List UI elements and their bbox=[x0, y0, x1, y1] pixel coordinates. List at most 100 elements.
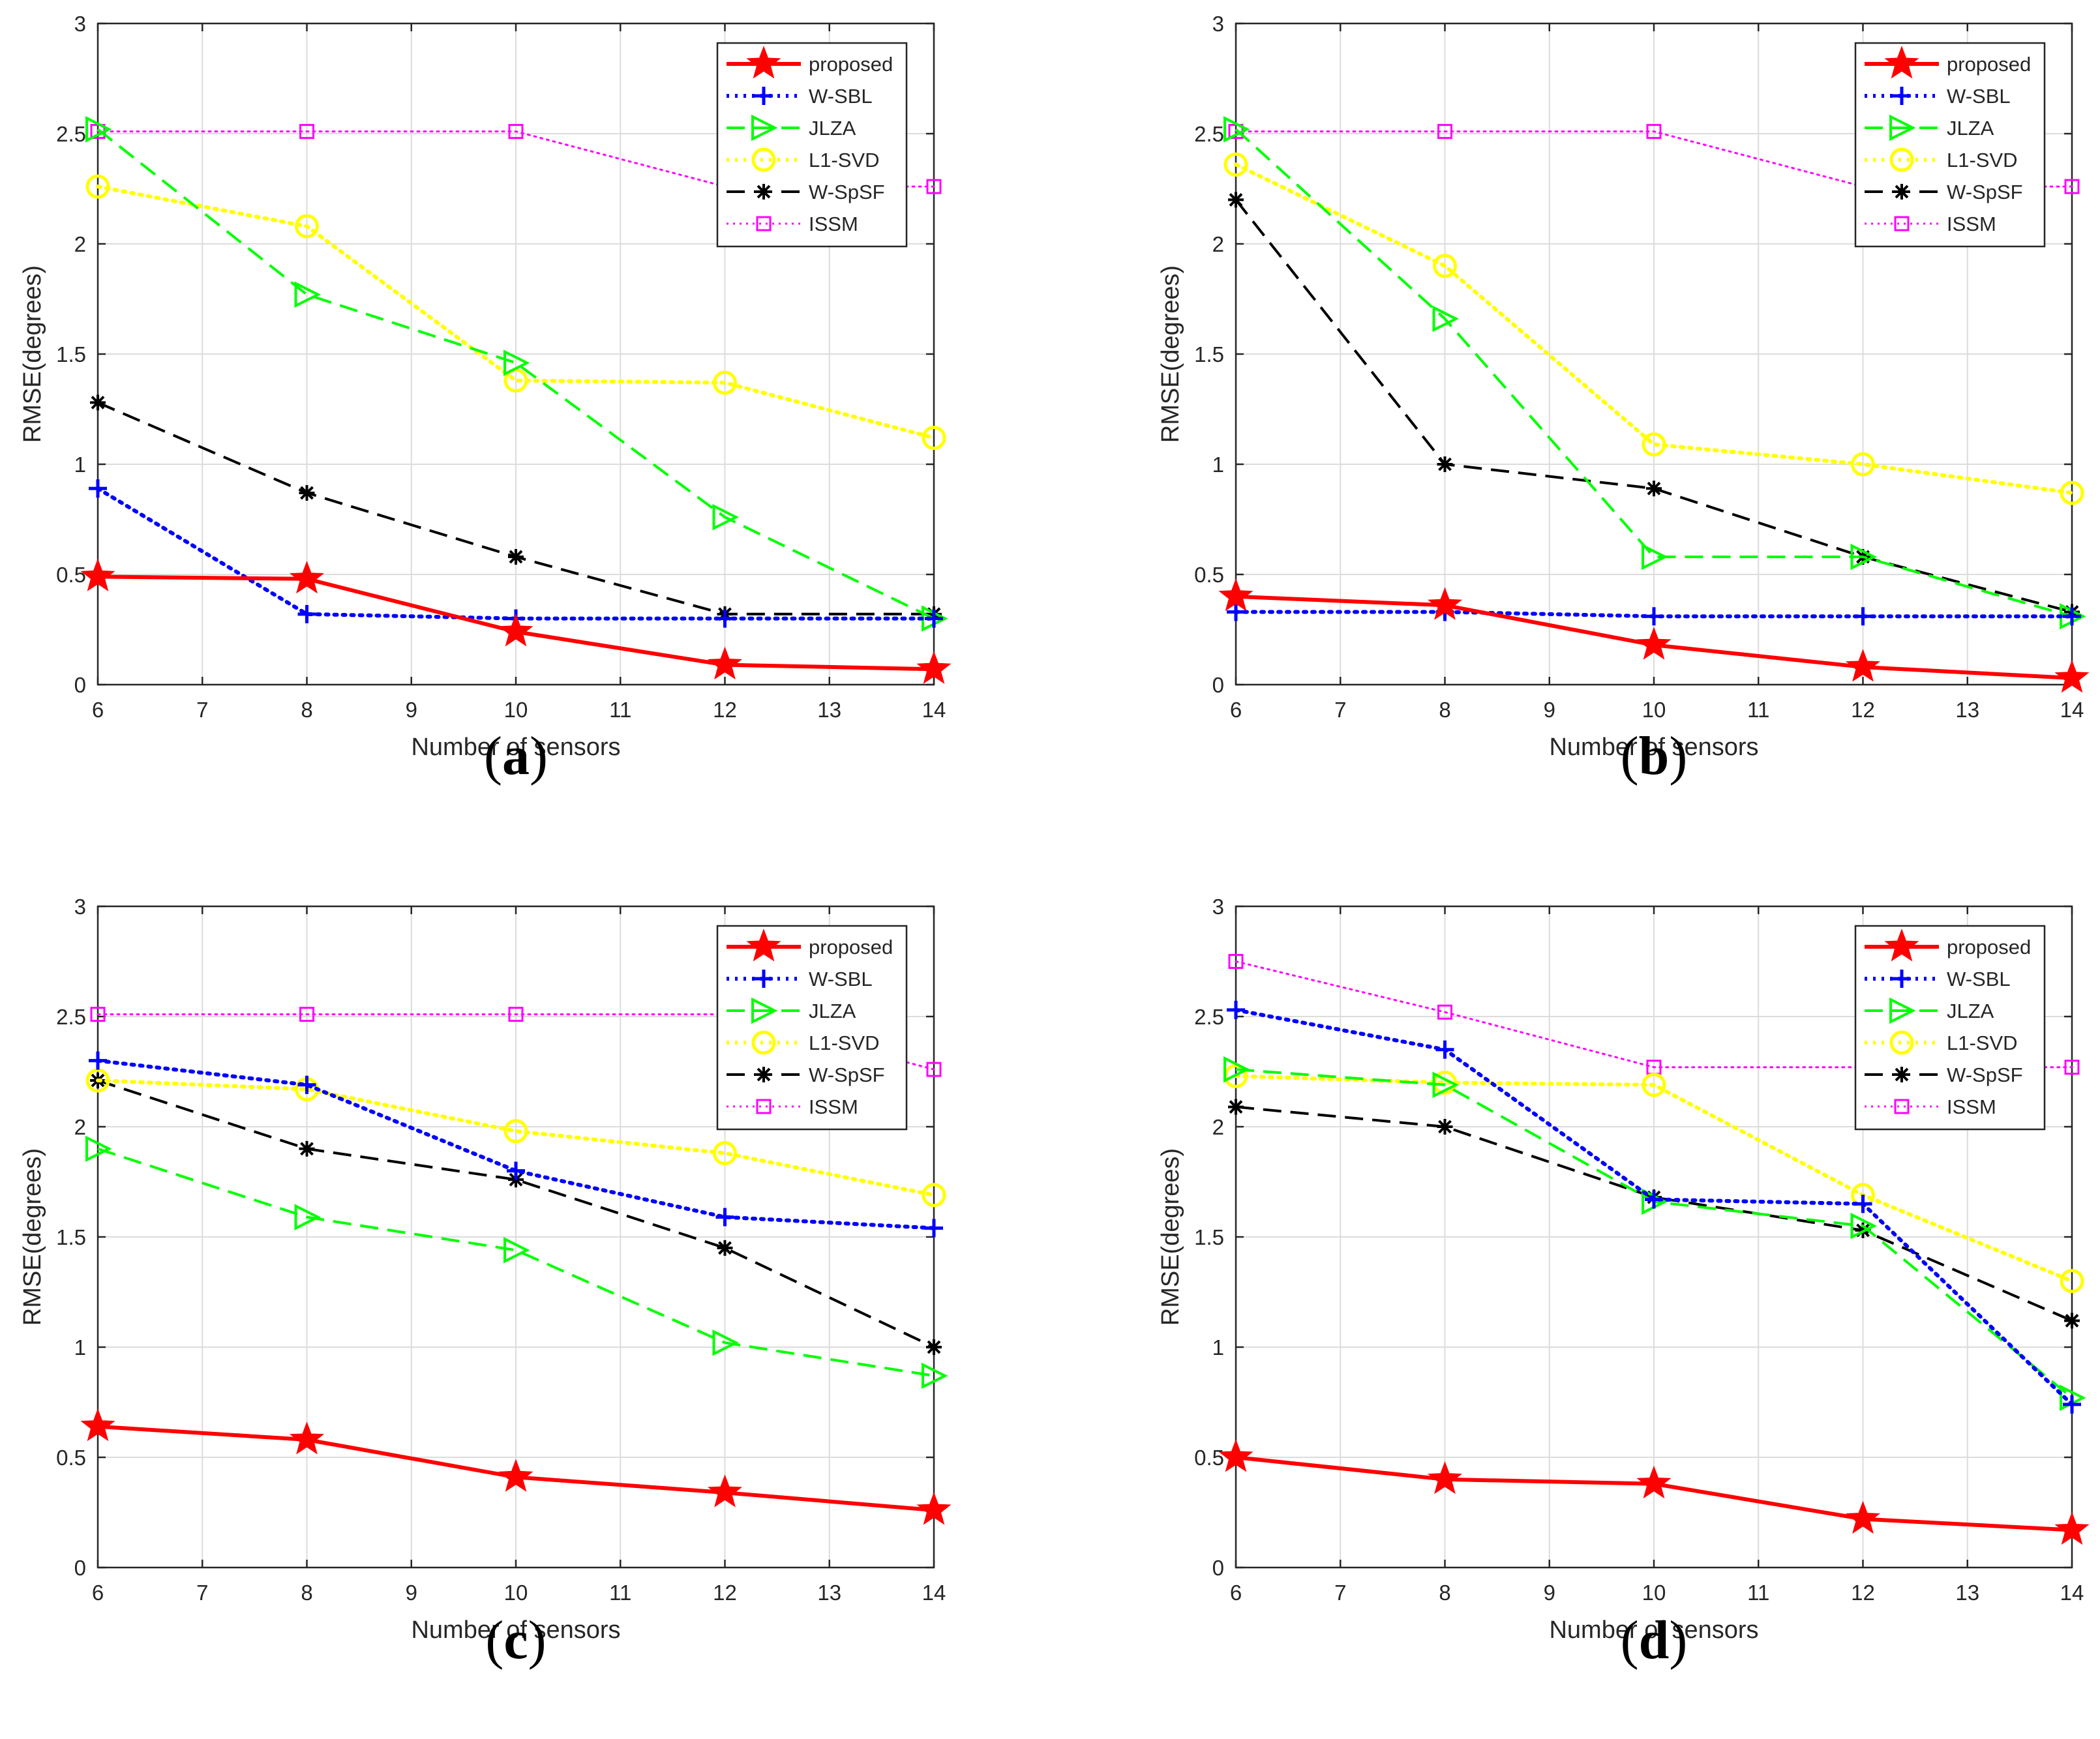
legend-marker bbox=[746, 929, 781, 962]
data-point bbox=[1845, 649, 1881, 682]
legend-item: ISSM bbox=[727, 1095, 858, 1118]
legend-marker bbox=[1884, 46, 1919, 79]
x-tick-label: 10 bbox=[504, 1581, 528, 1605]
series-jlza bbox=[85, 1135, 948, 1390]
legend-item: L1-SVD bbox=[1865, 1030, 2018, 1055]
x-tick-label: 13 bbox=[817, 698, 841, 722]
legend-label: proposed bbox=[1947, 53, 2031, 76]
x-tick-label: 12 bbox=[713, 698, 737, 722]
data-point bbox=[1228, 1099, 1244, 1115]
series-line bbox=[1235, 128, 2073, 618]
data-point bbox=[1218, 578, 1253, 612]
y-tick-label: 1 bbox=[1212, 453, 1224, 477]
legend: proposed W-SBL JLZA L1-SVD W-SpSF ISSM bbox=[716, 925, 908, 1131]
legend-marker bbox=[1893, 970, 1911, 988]
data-point bbox=[1853, 607, 1872, 626]
chart-panel-d: 6 7 8 9 10 11 12 13 14 0 0.5 1 1.5 2 2.5 3 Number of sen… bbox=[1157, 895, 2090, 1671]
legend-item: ISSM bbox=[1865, 1095, 1996, 1118]
data-point bbox=[294, 1204, 321, 1230]
x-tick-label: 9 bbox=[406, 1581, 417, 1605]
panel-label: (b) bbox=[1621, 726, 1688, 786]
x-axis-label: Number of sensors bbox=[1549, 734, 1758, 761]
data-point bbox=[1432, 305, 1459, 333]
y-tick-label: 0.5 bbox=[1194, 563, 1224, 587]
panel-label-paren: ) bbox=[1669, 726, 1687, 786]
data-point bbox=[289, 1421, 325, 1455]
data-point bbox=[299, 484, 315, 501]
data-point bbox=[80, 1408, 115, 1442]
legend-item: W-SpSF bbox=[727, 181, 885, 203]
x-tick-label: 14 bbox=[922, 698, 946, 722]
legend-box bbox=[1854, 42, 2046, 248]
y-tick-label: 1 bbox=[74, 1335, 86, 1360]
y-tick-label: 2 bbox=[1212, 1115, 1224, 1139]
legend-item: JLZA bbox=[727, 997, 856, 1024]
data-point bbox=[1223, 152, 1248, 177]
series-w-sbl bbox=[89, 1051, 943, 1238]
x-tick-label: 9 bbox=[1544, 698, 1555, 722]
data-point bbox=[85, 1135, 112, 1163]
x-tick-label: 14 bbox=[2060, 698, 2084, 722]
x-tick-label: 6 bbox=[1230, 1581, 1242, 1605]
x-axis-label: Number of sensors bbox=[411, 1616, 620, 1644]
x-tick-label: 13 bbox=[817, 1581, 841, 1605]
legend-marker bbox=[751, 1030, 776, 1055]
legend-marker bbox=[751, 997, 778, 1024]
data-point bbox=[503, 368, 528, 393]
series-proposed bbox=[80, 558, 952, 684]
y-tick-label: 1.5 bbox=[56, 342, 86, 366]
panel-label-letter: a bbox=[502, 726, 530, 786]
chart-panel-a: 6 7 8 9 10 11 12 13 14 0 0.5 1 1.5 2 2.5 3 Number of sen… bbox=[19, 12, 952, 786]
legend-label: W-SpSF bbox=[809, 1063, 885, 1086]
x-tick-label: 12 bbox=[1851, 698, 1875, 722]
data-point bbox=[498, 1459, 533, 1492]
y-tick-label: 0 bbox=[74, 673, 86, 697]
panel-label-letter: b bbox=[1639, 726, 1670, 786]
data-point bbox=[1432, 1071, 1459, 1099]
series-line bbox=[97, 128, 935, 620]
legend-marker bbox=[756, 216, 772, 231]
legend-marker bbox=[1889, 997, 1916, 1024]
panel-label-paren: ( bbox=[1621, 726, 1639, 786]
legend-item: W-SpSF bbox=[1865, 1063, 2023, 1086]
x-tick-label: 12 bbox=[713, 1581, 737, 1605]
legend: proposed W-SBL JLZA L1-SVD W-SpSF ISSM bbox=[1854, 925, 2046, 1131]
data-point bbox=[503, 1237, 530, 1264]
data-point bbox=[1636, 1465, 1672, 1499]
chart-panel-b: 6 7 8 9 10 11 12 13 14 0 0.5 1 1.5 2 2.5 3 Number of sen… bbox=[1157, 12, 2090, 786]
y-tick-label: 3 bbox=[74, 12, 86, 36]
y-tick-label: 2.5 bbox=[56, 1005, 86, 1029]
legend-label: W-SBL bbox=[809, 85, 873, 108]
series-proposed bbox=[80, 1408, 952, 1525]
panel-label-paren: ( bbox=[485, 1610, 503, 1671]
y-tick-label: 2 bbox=[74, 232, 86, 256]
data-point bbox=[707, 1474, 743, 1508]
y-tick-label: 3 bbox=[74, 895, 86, 919]
x-tick-label: 11 bbox=[1747, 1581, 1769, 1605]
data-point bbox=[922, 1362, 948, 1390]
legend-label: JLZA bbox=[809, 117, 856, 140]
data-point bbox=[712, 1330, 739, 1356]
legend-label: proposed bbox=[809, 936, 893, 959]
data-point bbox=[2060, 481, 2084, 505]
y-tick-label: 2 bbox=[74, 1115, 86, 1139]
y-tick-label: 1 bbox=[74, 453, 86, 477]
data-point bbox=[1642, 1073, 1666, 1097]
legend-marker bbox=[755, 970, 773, 988]
panel-label: (d) bbox=[1621, 1610, 1688, 1671]
data-point bbox=[2064, 179, 2080, 194]
data-point bbox=[1642, 432, 1666, 457]
y-tick-label: 0.5 bbox=[1194, 1446, 1224, 1470]
legend-label: ISSM bbox=[1947, 213, 1996, 235]
x-tick-label: 10 bbox=[1642, 698, 1666, 722]
data-point bbox=[1850, 1212, 1877, 1240]
panel-label-letter: c bbox=[503, 1610, 528, 1671]
data-point bbox=[1645, 1190, 1663, 1209]
data-point bbox=[1437, 1119, 1453, 1135]
x-tick-label: 13 bbox=[1955, 698, 1979, 722]
x-tick-label: 13 bbox=[1955, 1581, 1979, 1605]
legend-label: ISSM bbox=[809, 213, 858, 235]
panel-label: (c) bbox=[485, 1610, 546, 1671]
data-point bbox=[294, 281, 321, 308]
data-point bbox=[1642, 543, 1668, 571]
